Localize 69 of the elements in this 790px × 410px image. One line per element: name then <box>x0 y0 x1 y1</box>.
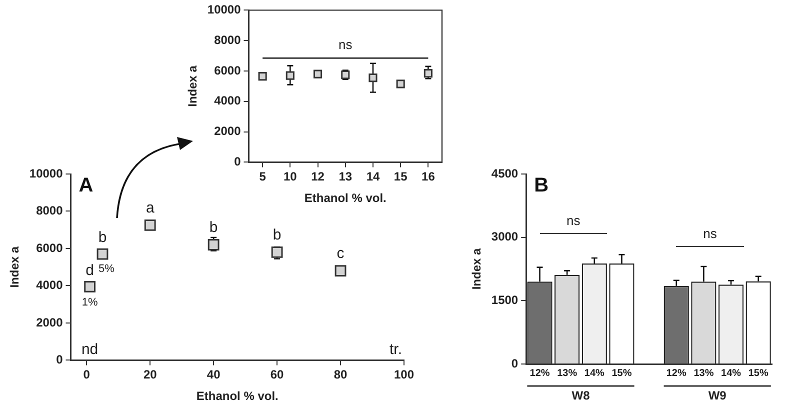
x-tick-label: 20 <box>143 368 158 382</box>
chart-title: B <box>534 174 549 197</box>
chart-title: A <box>78 174 94 197</box>
annotation: 1% <box>82 296 98 309</box>
x-tick-label: 0 <box>83 368 90 382</box>
point <box>334 265 346 277</box>
x-tick-label: 10 <box>283 170 298 184</box>
point <box>258 72 267 81</box>
ref-line-label: ns <box>338 37 353 52</box>
y-tick-label: 10000 <box>29 166 64 180</box>
y-tick-label: 6000 <box>214 63 242 78</box>
y-tick-label: 0 <box>56 352 64 367</box>
y-tick-label: 4000 <box>214 94 242 108</box>
y-tick-label: 4500 <box>491 166 518 180</box>
annotation: b <box>98 229 107 246</box>
x-axis-title: Ethanol % vol. <box>196 389 278 404</box>
point <box>84 280 96 292</box>
x-tick-label: 14% <box>584 368 605 379</box>
y-tick-label: 10000 <box>207 2 242 17</box>
annotation: b <box>209 218 218 236</box>
y-tick-label: 4000 <box>36 278 64 292</box>
point <box>313 70 322 78</box>
point <box>286 71 294 80</box>
y-tick-label: 8000 <box>214 32 242 47</box>
y-axis-title: Index a <box>470 248 484 290</box>
x-tick-label: 40 <box>206 368 221 382</box>
y-tick-label: 2000 <box>214 124 242 138</box>
x-tick-label: 14% <box>721 368 742 379</box>
x-axis-title: Ethanol % vol. <box>304 191 386 206</box>
annotation: ns <box>703 226 718 242</box>
y-tick-label: 0 <box>234 154 242 169</box>
annotation: b <box>272 226 282 244</box>
x-tick-label: 12 <box>311 170 325 184</box>
text: W8 <box>572 388 590 402</box>
annotation: 5% <box>98 263 115 276</box>
y-axis-title: Index a <box>186 65 200 107</box>
x-tick-label: 60 <box>270 368 284 382</box>
y-axis-title: Index a <box>8 246 22 288</box>
x-tick-label: 80 <box>334 368 348 382</box>
point <box>396 80 405 88</box>
annotation: c <box>336 244 345 262</box>
annotation: ns <box>566 213 581 228</box>
x-tick-label: 15% <box>748 368 768 379</box>
x-tick-label: 13% <box>694 368 714 379</box>
point <box>424 68 432 78</box>
x-tick-label: 100 <box>394 368 414 382</box>
annotation: d <box>86 262 94 279</box>
x-tick-label: 15 <box>394 170 408 184</box>
x-tick-label: 16 <box>422 170 436 184</box>
x-tick-label: 14 <box>366 170 380 184</box>
point <box>96 248 108 260</box>
x-tick-label: 13 <box>338 170 352 184</box>
text: W9 <box>708 388 727 402</box>
y-tick-label: 8000 <box>36 204 64 218</box>
x-tick-label: 13% <box>557 368 578 379</box>
y-tick-label: 2000 <box>36 315 64 330</box>
y-tick-label: 3000 <box>491 230 518 244</box>
x-tick-label: 5 <box>259 170 266 184</box>
point <box>208 239 220 250</box>
x-tick-label: 12% <box>666 368 686 379</box>
annotation: nd <box>81 340 98 358</box>
y-tick-label: 1500 <box>491 292 518 307</box>
x-tick-label: 12% <box>530 368 550 379</box>
y-tick-label: 6000 <box>36 240 64 255</box>
annotation: a <box>146 199 155 216</box>
point <box>368 74 378 82</box>
x-tick-label: 15% <box>612 368 632 379</box>
annotation: tr. <box>389 340 402 358</box>
point <box>144 220 156 231</box>
